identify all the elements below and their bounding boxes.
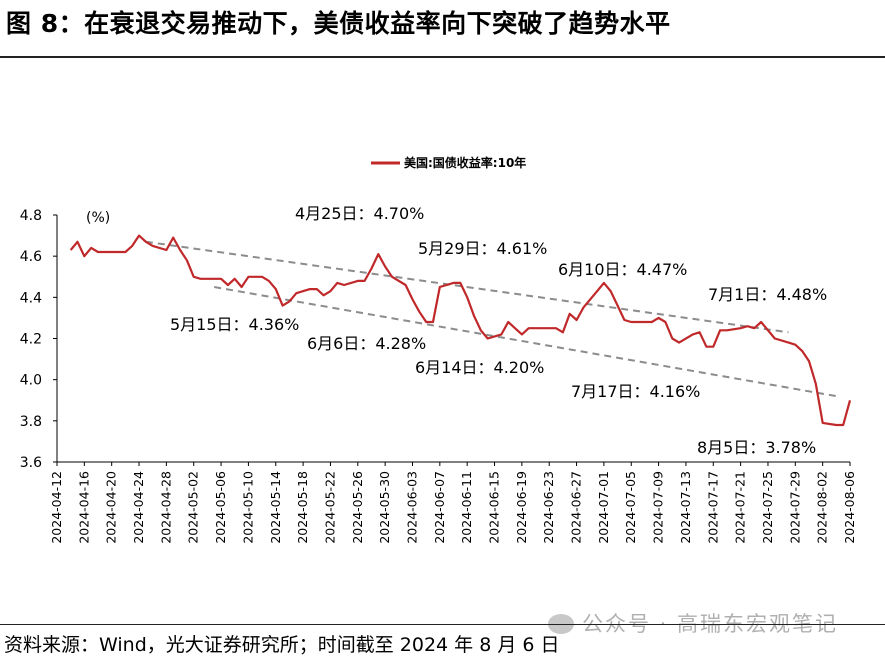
bottom-rule <box>0 624 885 625</box>
x-tick-label: 2024-07-21 <box>733 471 748 544</box>
series-line-us10y <box>69 234 852 427</box>
x-tick-label: 2024-05-14 <box>268 471 283 544</box>
x-tick-label: 2024-05-22 <box>322 471 337 544</box>
x-tick-label: 2024-06-23 <box>541 471 556 544</box>
y-tick-label: 3.6 <box>20 455 42 471</box>
x-tick-label: 2024-04-16 <box>76 471 91 544</box>
y-tick-label: 4.2 <box>20 332 42 348</box>
trend-line <box>214 286 837 398</box>
watermark: 公众号 · 高瑞东宏观笔记 <box>548 608 838 638</box>
x-tick-label: 2024-06-19 <box>514 471 529 544</box>
y-tick-label: 4.8 <box>20 208 42 224</box>
x-tick-label: 2024-04-24 <box>131 471 146 544</box>
x-tick-label: 2024-05-10 <box>240 471 255 544</box>
series-layer <box>69 234 852 427</box>
top-rule <box>0 56 885 58</box>
annotation-jul17: 7月17日：4.16% <box>571 382 700 401</box>
annotation-aug5: 8月5日：3.78% <box>697 438 816 457</box>
x-tick-label: 2024-07-13 <box>678 471 693 544</box>
x-tick-label: 2024-06-03 <box>404 471 419 544</box>
x-tick-label: 2024-07-01 <box>596 471 611 544</box>
x-tick-label: 2024-06-07 <box>432 471 447 544</box>
x-tick-label: 2024-07-05 <box>623 471 638 544</box>
chart-legend: 美国:国债收益率:10年 <box>371 155 526 170</box>
annotation-may29: 5月29日：4.61% <box>418 239 547 258</box>
annotation-jun6: 6月6日：4.28% <box>307 334 426 353</box>
chart-axes: 4.8 4.6 4.4 4.2 4.0 3.8 3.6 2024-04-12 2024-04-1… <box>20 208 857 544</box>
source-note: 资料来源：Wind，光大证券研究所；时间截至 2024 年 8 月 6 日 <box>4 634 560 656</box>
x-tick-label: 2024-06-15 <box>487 471 502 544</box>
x-tick-label: 2024-05-30 <box>377 471 392 544</box>
y-axis-unit: (%) <box>86 210 110 226</box>
annotations: 4月25日：4.70% 5月29日：4.61% 6月10日：4.47% 7月1日… <box>170 204 827 457</box>
annotation-may15: 5月15日：4.36% <box>170 315 299 334</box>
x-tick-label: 2024-05-02 <box>186 471 201 544</box>
x-tick-label: 2024-05-26 <box>350 471 365 544</box>
x-tick-label: 2024-04-20 <box>104 471 119 544</box>
legend-label: 美国:国债收益率:10年 <box>404 155 526 170</box>
y-tick-label: 4.4 <box>20 290 42 306</box>
annotation-apr25: 4月25日：4.70% <box>295 204 424 223</box>
annotation-jun14: 6月14日：4.20% <box>415 358 544 377</box>
x-tick-label: 2024-08-06 <box>842 471 857 544</box>
y-tick-label: 4.6 <box>20 249 42 265</box>
x-tick-label: 2024-05-06 <box>213 471 228 544</box>
x-tick-label: 2024-07-09 <box>651 471 666 544</box>
x-tick-label: 2024-05-18 <box>295 471 310 544</box>
x-tick-label: 2024-07-25 <box>760 471 775 544</box>
y-tick-label: 3.8 <box>20 414 42 430</box>
annotation-jun10: 6月10日：4.47% <box>558 260 687 279</box>
y-tick-label: 4.0 <box>20 373 42 389</box>
x-tick-label: 2024-04-12 <box>49 471 64 544</box>
x-tick-label: 2024-07-29 <box>787 471 802 544</box>
x-tick-label: 2024-06-11 <box>459 471 474 544</box>
figure-title: 图 8：在衰退交易推动下，美债收益率向下突破了趋势水平 <box>6 9 671 38</box>
x-tick-label: 2024-07-17 <box>705 471 720 544</box>
trend-line <box>145 240 789 334</box>
x-tick-label: 2024-08-02 <box>815 471 830 544</box>
annotation-jul1: 7月1日：4.48% <box>708 285 827 304</box>
trend-lines <box>145 240 837 398</box>
x-tick-label: 2024-06-27 <box>569 471 584 544</box>
x-tick-label: 2024-04-28 <box>158 471 173 544</box>
